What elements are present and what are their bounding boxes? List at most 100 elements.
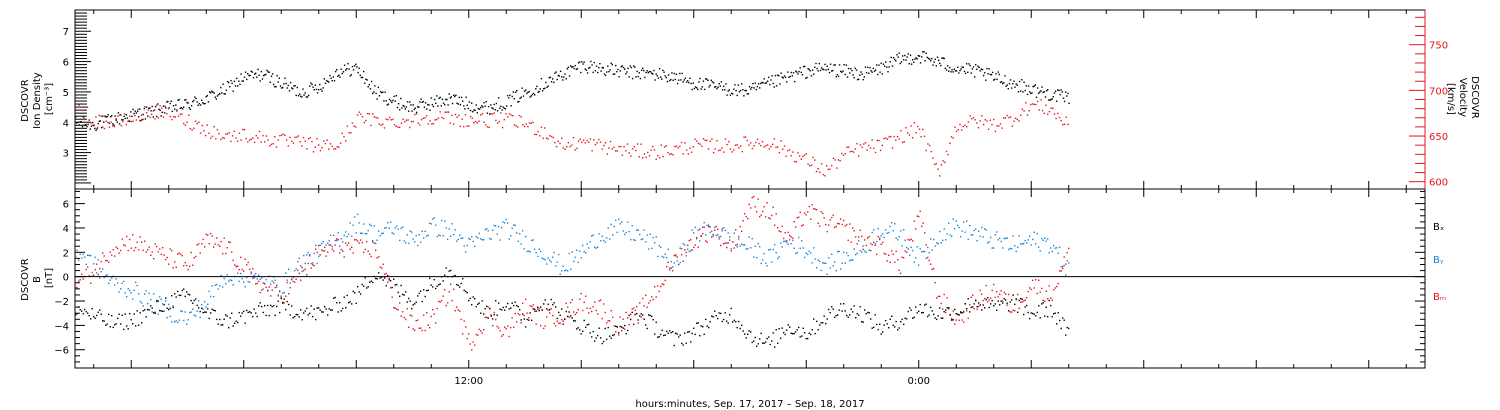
velocity-point <box>748 144 750 146</box>
by-point <box>961 230 963 232</box>
bz-point <box>150 254 152 256</box>
by-point <box>151 311 153 313</box>
density-point <box>658 68 661 70</box>
velocity-point <box>613 146 615 148</box>
by-point <box>306 254 308 256</box>
bx-point <box>363 285 365 287</box>
density-point <box>1042 91 1044 94</box>
bx-point <box>481 300 483 302</box>
density-point <box>1047 89 1049 91</box>
velocity-point <box>186 121 188 123</box>
velocity-point <box>127 120 129 123</box>
by-point <box>297 261 299 263</box>
velocity-point <box>169 115 171 118</box>
velocity-point <box>291 140 293 142</box>
bx-point <box>834 316 836 318</box>
by-point <box>334 239 336 242</box>
bz-point <box>354 239 356 241</box>
velocity-point <box>221 137 224 139</box>
bx-point <box>736 326 738 329</box>
velocity-point <box>174 116 176 118</box>
bx-point <box>1035 315 1037 317</box>
bz-point <box>154 243 156 245</box>
velocity-point <box>736 144 738 146</box>
density-point <box>930 59 932 62</box>
density-point <box>95 129 97 131</box>
bx-point <box>201 307 203 309</box>
by-point <box>154 311 156 313</box>
density-point <box>763 78 765 80</box>
bx-point <box>328 308 330 310</box>
density-point <box>688 81 690 84</box>
bx-point <box>804 332 806 334</box>
bz-point <box>184 261 186 264</box>
bx-point <box>85 310 87 313</box>
density-point <box>640 69 643 71</box>
bx-point <box>261 305 263 308</box>
density-point <box>625 73 627 75</box>
bz-point <box>936 297 938 299</box>
bx-point <box>709 321 711 323</box>
velocity-point <box>836 167 838 169</box>
bz-point <box>289 287 291 289</box>
density-point <box>752 82 754 85</box>
by-point <box>219 285 221 287</box>
density-point <box>364 82 366 84</box>
bx-point <box>783 331 785 334</box>
by-point <box>907 248 909 250</box>
bx-point <box>636 312 638 315</box>
velocity-point <box>987 128 990 130</box>
density-point <box>291 87 293 89</box>
bx-point <box>1051 315 1053 318</box>
velocity-point <box>118 114 121 116</box>
density-point <box>446 98 448 101</box>
by-point <box>1050 247 1052 249</box>
velocity-point <box>216 128 219 131</box>
velocity-point <box>237 140 239 142</box>
bz-point <box>739 225 741 228</box>
density-point <box>219 93 221 95</box>
velocity-point <box>510 114 512 116</box>
bz-point <box>391 296 393 298</box>
density-point <box>320 88 322 90</box>
density-point <box>539 88 541 90</box>
by-point <box>141 302 143 304</box>
velocity-point <box>1060 119 1062 122</box>
velocity-point <box>696 140 698 142</box>
by-point <box>903 229 905 231</box>
bz-point <box>604 311 606 314</box>
density-point <box>96 128 98 130</box>
velocity-point <box>351 122 354 124</box>
density-point <box>396 106 399 109</box>
velocity-point <box>615 150 617 152</box>
density-point <box>772 82 774 85</box>
density-point <box>864 66 867 68</box>
velocity-point <box>1033 103 1035 105</box>
by-point <box>904 239 906 241</box>
density-point <box>450 96 453 98</box>
density-point <box>761 81 763 84</box>
velocity-point <box>665 145 667 147</box>
density-point <box>494 109 496 111</box>
density-point <box>906 56 908 58</box>
bz-point <box>403 316 405 319</box>
density-point <box>950 71 952 73</box>
velocity-point <box>277 139 279 141</box>
bz-point <box>628 324 630 326</box>
density-point <box>223 93 225 95</box>
density-point <box>269 81 271 83</box>
velocity-point <box>333 148 335 150</box>
density-point <box>460 96 463 99</box>
density-point <box>207 101 210 103</box>
bx-point <box>250 312 252 314</box>
bz-point <box>624 328 626 330</box>
by-point <box>643 229 645 231</box>
by-point <box>124 292 126 294</box>
bz-point <box>574 313 576 316</box>
bz-point <box>156 245 158 248</box>
density-point <box>703 88 706 91</box>
velocity-point <box>679 145 681 147</box>
bz-point <box>814 208 816 210</box>
bz-point <box>1026 297 1028 299</box>
